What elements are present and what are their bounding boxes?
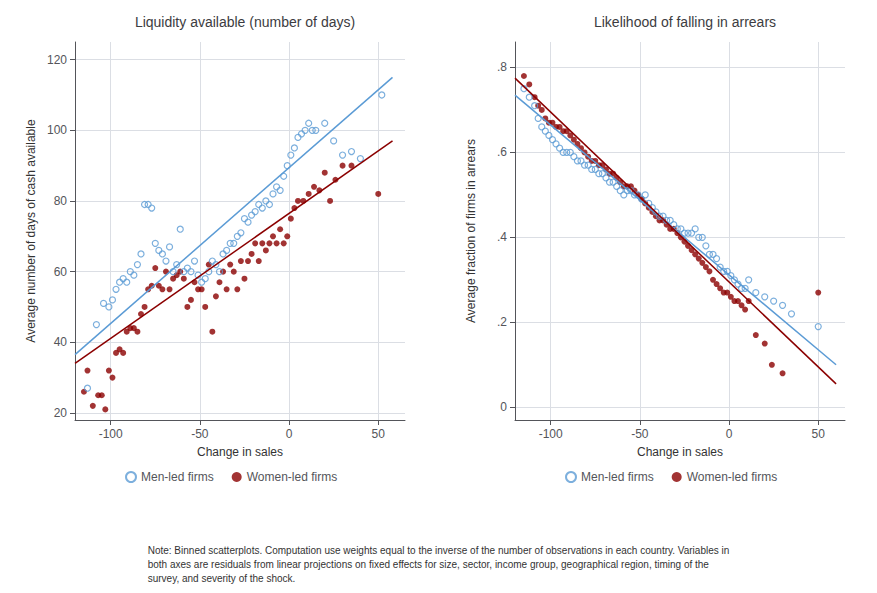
svg-text:80: 80	[54, 194, 68, 208]
svg-text:Women-led firms: Women-led firms	[247, 470, 337, 484]
svg-text:50: 50	[372, 427, 386, 441]
svg-text:-50: -50	[631, 427, 649, 441]
svg-text:100: 100	[47, 123, 67, 137]
svg-text:20: 20	[54, 406, 68, 420]
svg-text:-100: -100	[539, 427, 563, 441]
svg-text:Average number of days of cash: Average number of days of cash available	[24, 119, 38, 343]
svg-text:Men-led firms: Men-led firms	[141, 470, 214, 484]
svg-text:0: 0	[286, 427, 293, 441]
svg-text:Men-led firms: Men-led firms	[581, 470, 654, 484]
svg-text:survey, and severity of the sh: survey, and severity of the shock.	[148, 573, 296, 584]
svg-text:both axes are residuals from l: both axes are residuals from linear proj…	[148, 559, 710, 570]
svg-text:Change in sales: Change in sales	[637, 445, 723, 459]
svg-text:-100: -100	[99, 427, 123, 441]
svg-text:.8: .8	[497, 60, 507, 74]
svg-text:.2: .2	[497, 315, 507, 329]
svg-text:.6: .6	[497, 145, 507, 159]
svg-text:.4: .4	[497, 230, 507, 244]
svg-text:Likelihood of falling in arrea: Likelihood of falling in arrears	[594, 14, 776, 30]
svg-text:Liquidity available (number of: Liquidity available (number of days)	[135, 14, 355, 30]
svg-text:0: 0	[500, 400, 507, 414]
svg-text:Note: Binned scatterplots. Com: Note: Binned scatterplots. Computation u…	[148, 545, 730, 556]
svg-text:60: 60	[54, 265, 68, 279]
svg-text:Women-led firms: Women-led firms	[687, 470, 777, 484]
svg-text:120: 120	[47, 53, 67, 67]
svg-text:40: 40	[54, 335, 68, 349]
svg-text:Average fraction of firms in a: Average fraction of firms in arrears	[464, 139, 478, 323]
svg-text:-50: -50	[191, 427, 209, 441]
svg-text:Change in sales: Change in sales	[197, 445, 283, 459]
svg-text:50: 50	[812, 427, 826, 441]
svg-text:0: 0	[726, 427, 733, 441]
